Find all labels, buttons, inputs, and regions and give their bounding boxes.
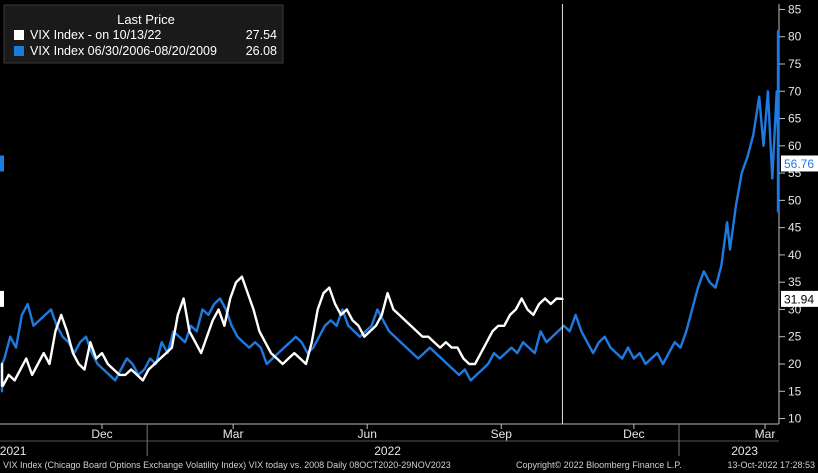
legend-value-current: 27.54 (246, 28, 277, 42)
x-year-label: 2022 (374, 444, 401, 458)
last-value-labels: 56.76 31.94 (781, 155, 818, 307)
y-tick-label: 15 (788, 384, 802, 398)
y-tick-label: 75 (788, 57, 802, 71)
x-tick-label: Jun (358, 427, 377, 441)
legend-value-2008: 26.08 (246, 44, 277, 58)
y-tick-label: 80 (788, 30, 802, 44)
x-year-label: 2021 (0, 444, 27, 458)
x-tick-label: Dec (91, 427, 112, 441)
x-axis-ticks: Dec Mar Jun Sep Dec Mar 2021 2022 2023 (0, 424, 775, 458)
y-tick-label: 40 (788, 248, 802, 262)
legend-background (3, 4, 284, 64)
series-lines (0, 30, 780, 393)
y-tick-label: 45 (788, 221, 802, 235)
value-label-box (781, 290, 818, 307)
legend-label-current: VIX Index - on 10/13/22 (30, 28, 161, 42)
legend-swatch-white (14, 30, 24, 40)
y-tick-label: 10 (788, 412, 802, 426)
footer-description: VIX Index (Chicago Board Options Exchang… (3, 460, 451, 470)
value-label-box (781, 155, 818, 172)
y-tick-label: 20 (788, 357, 802, 371)
x-tick-label: Mar (223, 427, 244, 441)
value-label-text: 56.76 (784, 157, 814, 171)
y-tick-label: 35 (788, 275, 802, 289)
y-tick-label: 25 (788, 330, 802, 344)
footer-copyright: Copyright© 2022 Bloomberg Finance L.P. (516, 460, 682, 470)
legend-label-2008: VIX Index 06/30/2006-08/20/2009 (30, 44, 217, 58)
x-tick-label: Sep (491, 427, 513, 441)
legend-title: Last Price (117, 12, 175, 27)
legend: Last Price VIX Index - on 10/13/22 27.54… (3, 4, 284, 64)
series-line-vix_2008 (0, 30, 780, 393)
left-edge-markers (0, 155, 4, 307)
left-marker (0, 290, 4, 307)
y-tick-label: 85 (788, 2, 802, 16)
y-tick-label: 65 (788, 112, 802, 126)
x-year-label: 2023 (731, 444, 758, 458)
y-tick-label: 70 (788, 84, 802, 98)
y-tick-label: 60 (788, 139, 802, 153)
legend-swatch-blue (14, 46, 24, 56)
y-tick-label: 50 (788, 193, 802, 207)
left-marker (0, 155, 4, 172)
x-tick-label: Mar (755, 427, 776, 441)
x-tick-label: Dec (623, 427, 644, 441)
series-line-vix_current (0, 275, 564, 387)
footer-timestamp: 13-Oct-2022 17:28:53 (727, 460, 815, 470)
value-label-text: 31.94 (784, 292, 814, 306)
